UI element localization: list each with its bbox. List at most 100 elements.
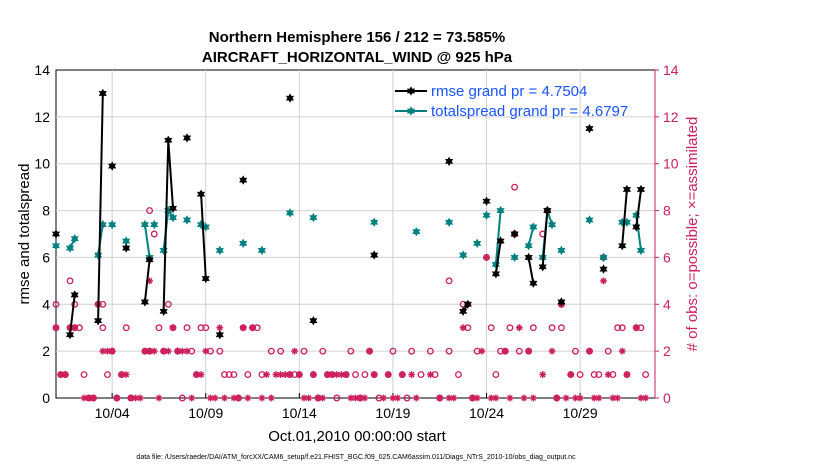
spread-point [285,208,295,218]
obs-assimilated-stroke [413,395,420,401]
spread-point [510,252,519,263]
obs-assimilated-stroke [572,395,579,401]
spread-point [98,219,107,230]
spread-point [168,212,178,223]
obs-assimilated-marker [459,324,467,332]
rmse-point [529,278,538,289]
spread-point [182,215,192,225]
y-tick-label-right: 6 [663,249,671,265]
y-tick-label-left: 4 [42,296,50,312]
legend-marker [406,106,416,116]
obs-assimilated-marker [127,394,135,402]
x-tick-label: 10/09 [188,405,223,421]
rmse-point [164,135,173,146]
obs-assimilated-stroke [586,348,593,355]
obs-assimilated-stroke [287,371,293,378]
obs-possible-marker [445,277,453,285]
obs-assimilated-stroke [624,371,630,378]
rmse-point [93,315,103,326]
obs-assimilated-marker [380,394,387,402]
obs-assimilated-stroke [216,324,223,331]
obs-assimilated-stroke [385,371,392,378]
y-tick-label-left: 10 [34,156,50,172]
obs-assimilated-stroke [160,348,167,355]
obs-possible-marker [202,324,210,332]
obs-assimilated-stroke [315,395,321,401]
obs-assimilated-stroke [202,348,209,355]
obs-possible-marker [146,207,154,215]
obs-possible-marker [352,371,359,379]
obs-assimilated-stroke [390,395,396,401]
obs-assimilated-marker [618,347,626,355]
obs-possible-marker [122,324,130,332]
spread-line [494,210,502,265]
rmse-point [632,222,641,232]
y-tick-label-left: 12 [34,109,50,125]
obs-assimilated-marker [122,371,130,378]
obs-assimilated-stroke [493,395,499,401]
obs-assimilated-stroke [244,395,251,401]
obs-assimilated-stroke [567,371,574,378]
spread-point [557,245,566,256]
obs-assimilated-marker [370,371,378,378]
obs-assimilated-stroke [174,348,181,355]
obs-assimilated-stroke [436,395,443,401]
rmse-line [527,257,535,284]
obs-assimilated-marker [309,371,317,378]
obs-assimilated-marker [642,394,650,402]
spread-point [496,205,505,216]
obs-assimilated-marker [305,394,313,402]
spread-point [309,212,318,223]
y-tick-label-right: 4 [663,296,671,312]
rmse-point [496,236,505,246]
obs-possible-marker [267,347,275,355]
obs-assimilated-marker [202,347,210,355]
obs-assimilated-stroke [408,371,415,378]
obs-assimilated-marker [352,394,359,402]
obs-possible-marker [164,300,172,308]
obs-assimilated-stroke [128,395,134,401]
rmse-point [618,240,627,251]
obs-assimilated-stroke [118,371,125,378]
obs-assimilated-stroke [53,324,59,331]
y-axis-label-right: # of obs: o=possible; ×=assimilated [684,117,701,352]
obs-possible-marker [515,347,523,355]
obs-assimilated-marker [235,394,242,402]
obs-assimilated-stroke [142,348,148,355]
obs-assimilated-stroke [99,348,106,355]
obs-possible-marker [548,324,556,332]
obs-possible-marker [618,324,626,332]
chart-title-line1: Northern Hemisphere 156 / 212 = 73.585% [209,29,505,46]
plot-frame [55,69,656,399]
obs-assimilated-marker [501,347,509,355]
x-tick-label: 10/19 [375,405,410,421]
obs-possible-marker [183,324,191,332]
rmse-point [215,329,224,340]
x-tick-label: 10/14 [282,405,317,421]
obs-assimilated-marker [169,324,177,332]
y-tick-label-right: 10 [663,156,679,172]
obs-assimilated-marker [132,394,139,402]
obs-assimilated-marker [90,394,97,402]
obs-assimilated-marker [155,394,163,402]
rmse-point [444,156,454,167]
obs-assimilated-stroke [347,395,354,401]
spread-point [370,217,379,228]
obs-assimilated-stroke [450,395,457,401]
obs-assimilated-stroke [460,324,467,331]
obs-assimilated-marker [141,347,149,355]
obs-assimilated-marker [586,347,593,355]
rmse-point [636,184,646,195]
obs-assimilated-stroke [301,395,307,401]
obs-assimilated-marker [398,371,406,378]
obs-assimilated-stroke [170,324,176,331]
obs-possible-marker [576,371,584,379]
spread-point [444,217,454,228]
obs-assimilated-stroke [193,371,200,378]
y-tick-label-left: 14 [34,62,50,78]
rmse-line [621,189,628,246]
legend-marker [406,86,416,96]
spread-point [140,219,150,230]
rmse-point [482,196,491,207]
rmse-point [585,123,594,134]
